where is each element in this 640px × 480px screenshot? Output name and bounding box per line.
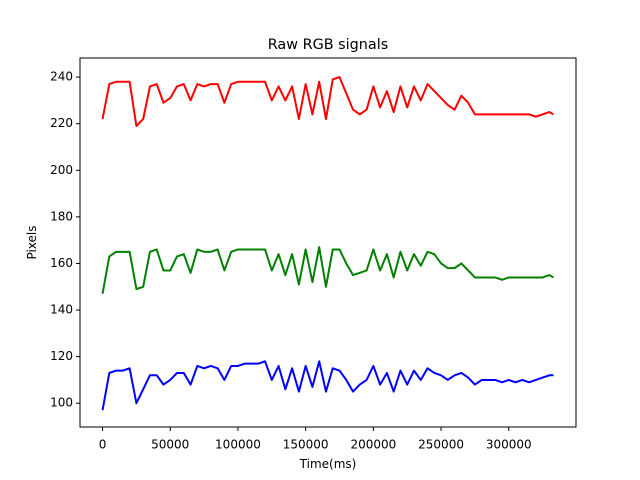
x-tick-label: 100000: [215, 438, 261, 452]
y-axis-label: Pixels: [25, 225, 39, 259]
line-series: [101, 246, 554, 294]
line-series: [101, 76, 554, 128]
x-tick-label: 200000: [350, 438, 396, 452]
plot-frame: [79, 57, 577, 428]
x-tick-label: 150000: [283, 438, 329, 452]
y-tick-label: 140: [50, 303, 73, 317]
y-tick-label: 220: [50, 116, 73, 130]
x-tick-label: 50000: [151, 438, 189, 452]
x-tick-label: 250000: [418, 438, 464, 452]
x-tick-label: 300000: [486, 438, 532, 452]
y-tick-label: 120: [50, 349, 73, 363]
line-series: [101, 360, 554, 411]
chart-title: Raw RGB signals: [268, 37, 389, 53]
y-tick-label: 200: [50, 163, 73, 177]
x-axis-label: Time(ms): [299, 457, 357, 471]
y-tick-label: 100: [50, 396, 73, 410]
x-tick-label: 0: [99, 438, 107, 452]
y-tick-label: 180: [50, 209, 73, 223]
y-tick-label: 240: [50, 70, 73, 84]
y-tick-label: 160: [50, 256, 73, 270]
